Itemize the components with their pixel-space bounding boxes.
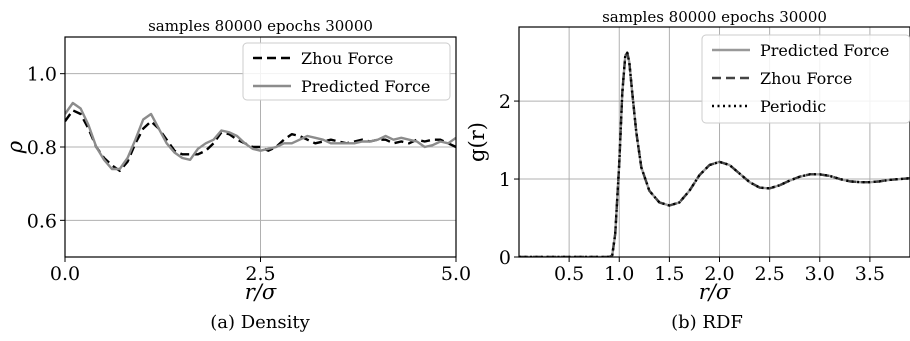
axes-frame [518, 26, 910, 258]
legend-label-0: Predicted Force [760, 41, 889, 60]
series-line-2 [519, 51, 910, 257]
x-tick-label: 5.0 [441, 263, 471, 285]
legend: Zhou Force Predicted Force [242, 42, 451, 101]
x-tick-label: 2.5 [755, 263, 785, 285]
series-line-1 [65, 101, 456, 171]
figure-caption: (a) Density [210, 312, 310, 333]
x-tick-label: 2.5 [245, 263, 275, 285]
x-axis-label: r/σ [699, 280, 731, 304]
y-axis-label: ρ [3, 140, 27, 154]
chart-title: samples 80000 epochs 30000 [602, 8, 827, 26]
legend-label-2: Periodic [760, 97, 826, 116]
y-axis-label: g(r) [465, 122, 489, 162]
legend-label-0: Zhou Force [301, 49, 393, 68]
y-tick-label: 0 [499, 247, 511, 269]
legend: Predicted Force Zhou Force Periodic [701, 34, 910, 124]
figure-caption: (b) RDF [671, 312, 743, 333]
y-tick-label: 2 [499, 91, 511, 113]
x-tick-label: 2.0 [704, 263, 734, 285]
x-tick-label: 0.5 [554, 263, 584, 285]
legend-label-1: Predicted Force [301, 77, 430, 96]
y-tick-label: 1 [499, 169, 511, 191]
legend-box [701, 34, 910, 124]
x-tick-label: 3.0 [805, 263, 835, 285]
x-tick-label: 0.0 [50, 263, 80, 285]
series-line-1 [519, 51, 910, 257]
y-tick-label: 0.6 [27, 210, 57, 232]
y-tick-label: 0.8 [27, 137, 57, 159]
x-tick-label: 3.5 [855, 263, 885, 285]
x-tick-label: 1.0 [604, 263, 634, 285]
y-tick-label: 1.0 [27, 64, 57, 86]
x-tick-label: 1.5 [654, 263, 684, 285]
legend-label-1: Zhou Force [760, 69, 852, 88]
chart-panel-0: 0.0 2.5 5.0 0.6 0.8 1.0 samples 80000 epochs 3… [3, 17, 471, 333]
chart-panel-1: 0.5 1.0 1.5 2.0 2.5 3.0 3.5 0 1 2 samples 80000 ep… [465, 8, 910, 333]
x-axis-label: r/σ [245, 280, 277, 304]
legend-box [242, 42, 451, 101]
chart-title: samples 80000 epochs 30000 [148, 17, 373, 35]
